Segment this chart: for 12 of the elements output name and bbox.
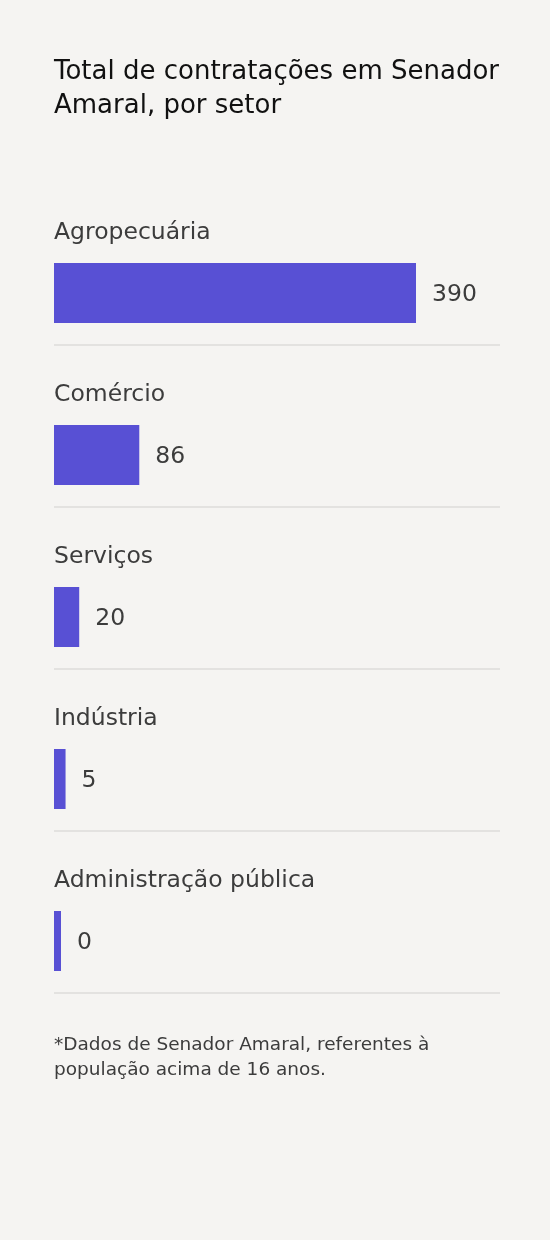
y-tick-label: Administração pública xyxy=(54,865,316,893)
y-tick-label: Comércio xyxy=(54,379,166,407)
y-tick-label: Indústria xyxy=(54,703,158,731)
y-tick-label: Agropecuária xyxy=(54,217,211,245)
text: *Dados de Senador Amaral, referentes à população acima de 16 anos. xyxy=(54,1033,430,1079)
data-label: 86 xyxy=(155,441,186,470)
data-label: 20 xyxy=(95,603,126,632)
data-label: 390 xyxy=(432,279,477,308)
chart-title: Total de contratações em Senador Amaral, por setor xyxy=(53,55,500,119)
data-label: 0 xyxy=(77,927,92,956)
y-tick-label: Serviços xyxy=(54,541,154,569)
data-label: 5 xyxy=(81,765,97,794)
